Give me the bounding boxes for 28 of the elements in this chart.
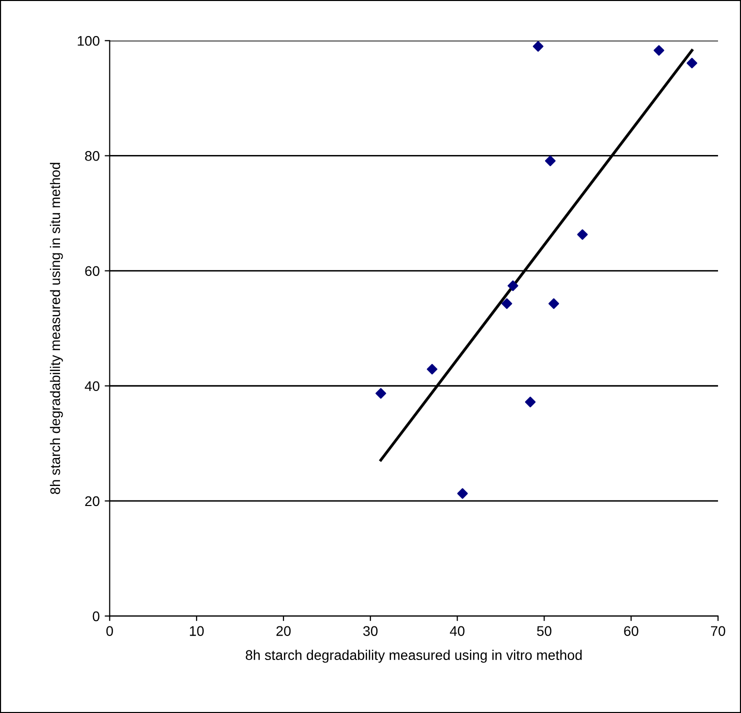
y-tick-label: 20 xyxy=(85,496,100,506)
point xyxy=(376,388,386,399)
x-tick-label: 40 xyxy=(450,626,464,636)
point xyxy=(577,229,588,240)
point xyxy=(654,45,664,56)
point xyxy=(548,298,560,309)
x-tick-label: 60 xyxy=(624,626,638,636)
y-axis-title: 8h starch degradability measured using in situ method xyxy=(50,162,63,494)
y-tick-label: 40 xyxy=(84,381,100,392)
x-tick-label: 50 xyxy=(537,626,552,636)
point xyxy=(525,396,536,408)
x-tick-label: 10 xyxy=(190,626,204,636)
x-tick-label: 70 xyxy=(711,626,726,636)
point xyxy=(686,58,698,68)
point xyxy=(532,41,544,52)
point xyxy=(502,298,512,309)
x-axis-title: 8h starch degradability measured using in vitro method xyxy=(246,650,582,663)
point xyxy=(544,156,556,166)
x-tick-label: 30 xyxy=(363,626,378,636)
x-tick-label: 20 xyxy=(276,626,291,636)
point xyxy=(508,280,518,292)
point xyxy=(457,488,468,499)
y-tick-label: 100 xyxy=(78,36,100,46)
y-tick-label: 60 xyxy=(85,266,100,276)
y-tick-label: 0 xyxy=(92,611,100,622)
y-tick-label: 80 xyxy=(85,151,100,161)
x-tick-label: 0 xyxy=(106,626,113,636)
point xyxy=(426,364,438,374)
